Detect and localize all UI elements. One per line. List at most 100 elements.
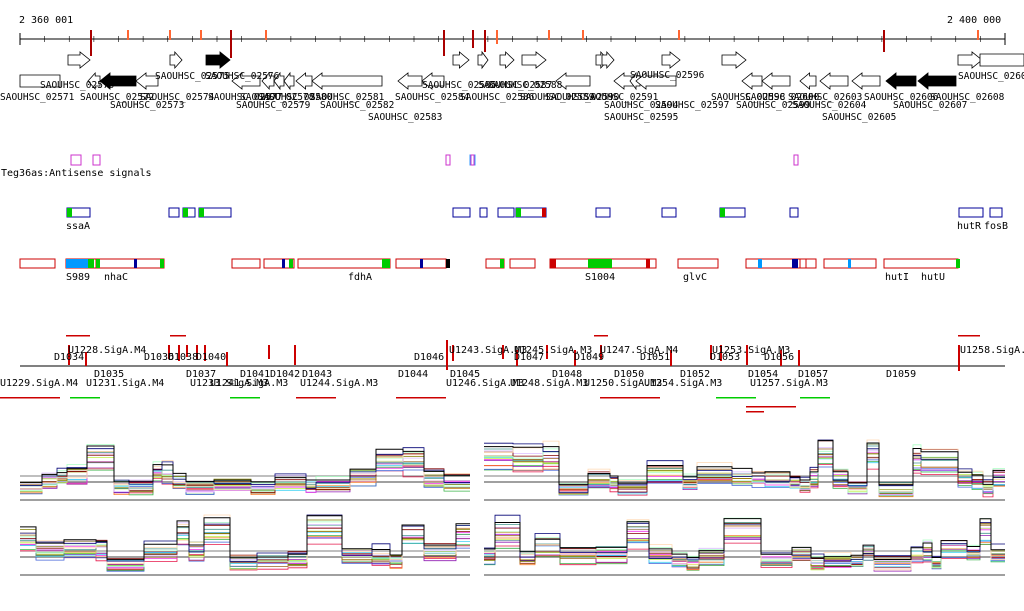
gene-shape <box>19 74 61 88</box>
axis-signal-mark <box>230 30 232 58</box>
promoter-segment <box>746 411 764 413</box>
gene-shape <box>885 72 917 90</box>
feature-box <box>989 207 1003 218</box>
feature-box <box>677 258 719 269</box>
gene-shape <box>99 72 137 90</box>
gene-shape <box>231 72 261 90</box>
axis-signal-mark <box>90 30 92 56</box>
promoter-mark <box>196 345 198 359</box>
gene-shape <box>761 72 791 90</box>
promoter-segment <box>716 397 756 399</box>
promoter-segment <box>70 397 100 399</box>
gene-label: SAOUHSC_02570 <box>40 80 115 91</box>
gene-label: SAOUHSC_02581 <box>310 92 385 103</box>
gene-track <box>19 50 1024 91</box>
gene-shape <box>601 50 615 70</box>
promoter-label: U1241.SigA.M3 <box>210 378 288 389</box>
axis-signal-mark <box>484 30 486 52</box>
gene-shape <box>205 51 231 69</box>
gene-label: SAOUHSC_02574 <box>140 92 215 103</box>
expression-trace <box>20 531 470 564</box>
feature-box <box>789 207 799 218</box>
downstream-label: D1040 <box>196 352 226 363</box>
promoter-mark <box>502 345 504 359</box>
feature-fill <box>646 259 650 268</box>
downstream-label: D1044 <box>398 369 428 380</box>
gene-label: SAOUHSC_02580 <box>258 92 333 103</box>
antisense-signal <box>470 154 475 166</box>
gene-label: SAOUHSC_02599 <box>736 100 811 111</box>
gene-shape <box>273 71 285 91</box>
start-coordinate: 2 360 001 <box>19 15 73 26</box>
downstream-label: D1049 <box>574 352 604 363</box>
promoter-label: U1257.SigA.M3 <box>750 378 828 389</box>
promoter-label: U1247.SigA.M4 <box>600 345 678 356</box>
feature-fill <box>96 259 100 268</box>
expression-trace <box>484 457 1005 496</box>
promoter-label: U1250.SigA.M3 <box>584 378 662 389</box>
feature-track-red: S989 nhaC fdhA S1004 glvC hutI hutU <box>19 258 960 283</box>
promoter-mark <box>720 345 722 361</box>
feature-accent <box>199 208 204 217</box>
expression-trace <box>20 543 470 571</box>
gene-shape <box>799 72 817 90</box>
feature-fill <box>500 259 504 268</box>
feature-box <box>883 258 959 269</box>
downstream-label: D1056 <box>764 352 794 363</box>
expression-trace <box>484 522 1005 569</box>
axis-signal-mark <box>200 30 202 40</box>
gene-label: SAOUHSC_02573 <box>110 100 184 111</box>
antisense-signal <box>92 154 101 166</box>
promoter-label: U1248.SigA.M3 <box>510 378 588 389</box>
axis-signal-marks <box>90 30 979 58</box>
feature-fill <box>792 259 798 268</box>
feature-fill <box>550 259 556 268</box>
gene-label: SAOUHSC_02586 <box>460 92 535 103</box>
promoter-mark <box>204 345 206 361</box>
gene-label: SAOUHSC_02597 <box>655 100 729 111</box>
promoter-mark <box>516 350 518 366</box>
promoter-segment <box>296 397 336 399</box>
gene-shape <box>283 71 295 91</box>
expression-trace <box>20 463 470 493</box>
gene-shape <box>135 72 159 90</box>
gene-shape <box>721 51 747 69</box>
gene-shape <box>555 72 591 90</box>
promoter-mark <box>85 352 87 366</box>
gene-label: SAOUHSC_02600 <box>745 92 820 103</box>
downstream-label: D1057 <box>798 369 828 380</box>
downstream-label: D1059 <box>886 369 916 380</box>
promoter-mark <box>958 345 960 371</box>
expression-trace <box>484 453 1005 495</box>
promoter-mark <box>446 340 448 370</box>
axis-ticks <box>19 36 1006 42</box>
gene-label: SAOUHSC_02594 <box>604 100 679 111</box>
promoter-segment <box>958 335 980 337</box>
feature-box <box>509 258 536 269</box>
promoter-segment <box>230 397 260 399</box>
promoter-label: U1245.SigA.M3 <box>514 345 592 356</box>
promoter-segment <box>800 397 830 399</box>
gene-shape <box>311 72 383 90</box>
axis-signal-mark <box>472 30 474 48</box>
feature-fill <box>66 259 88 268</box>
downstream-label: D1046 <box>414 352 444 363</box>
expression-trace <box>20 453 470 493</box>
promoter-mark <box>178 345 180 361</box>
feature-box <box>799 258 817 269</box>
coordinate-axis: 2 360 001 2 400 000 <box>19 15 1006 58</box>
expression-trace <box>484 453 1005 494</box>
gene-label: SAOUHSC_02584 <box>395 92 470 103</box>
axis-signal-mark <box>582 30 584 40</box>
axis-signal-mark <box>127 30 129 40</box>
promoter-mark <box>186 345 188 357</box>
promoter-segment <box>594 335 608 337</box>
promoter-mark <box>798 350 800 366</box>
gene-label: SAOUHSC_02589 <box>520 92 595 103</box>
downstream-label: D1051 <box>640 352 670 363</box>
feature-accent <box>183 208 188 217</box>
feature-label: hutR <box>957 221 982 232</box>
downstream-label: D1048 <box>552 369 582 380</box>
gene-shape <box>819 72 849 90</box>
